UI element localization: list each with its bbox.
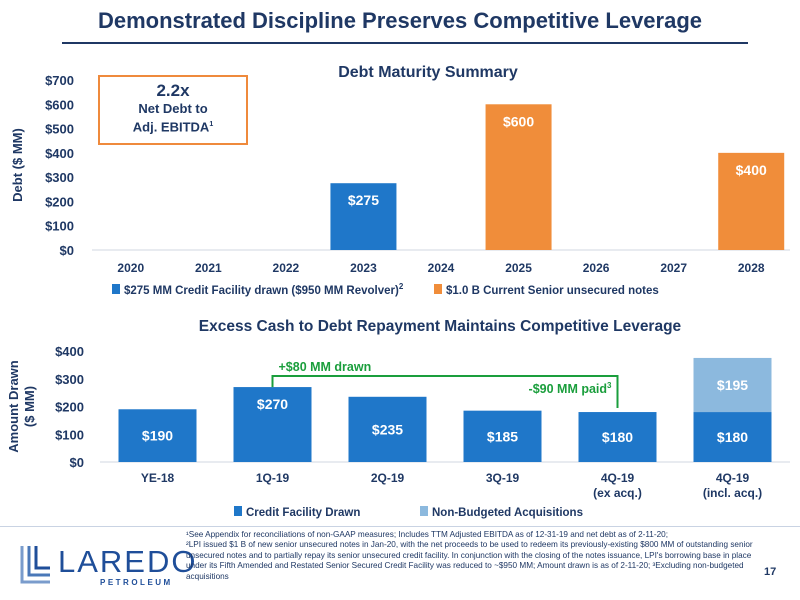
footnote-2: ²LPI issued $1 B of new senior unsecured… [186, 540, 753, 581]
chart1-legend-swatch [112, 284, 120, 294]
chart2-bar-credit [693, 412, 772, 462]
callout-line2-wrap: Adj. EBITDA1 [100, 117, 246, 135]
laredo-logo-mark [20, 546, 50, 584]
callout-line1: Net Debt to [138, 101, 208, 116]
chart1-xtick: 2027 [660, 261, 687, 275]
chart2-annotation-sup: 3 [607, 381, 612, 390]
chart2-legend-swatch [234, 506, 242, 516]
debt-maturity-chart: Debt Maturity Summary $0 $100 $200 $300 $400 $… [10, 64, 790, 297]
chart2-xtick: (ex acq.) [593, 486, 642, 500]
chart2-ylabel-line1: Amount Drawn [6, 360, 21, 453]
logo-wordmark: LAREDO [58, 544, 198, 579]
chart2-bar-label: $195 [717, 377, 748, 393]
chart2-bar-credit [118, 409, 197, 462]
chart1-ytick: $600 [45, 97, 74, 112]
chart2-ytick: $100 [55, 427, 84, 442]
leverage-callout: 2.2x Net Debt to Adj. EBITDA1 [98, 75, 248, 145]
chart2-annotation-paid: -$90 MM paid3 [529, 381, 613, 396]
chart2-ylabel-line2: ($ MM) [22, 386, 37, 427]
chart2-bar-label: $185 [487, 428, 518, 444]
chart2-ytick: $200 [55, 400, 84, 415]
title-rule [62, 42, 748, 44]
logo-subtitle: PETROLEUM [100, 578, 173, 587]
footnotes: ¹See Appendix for reconciliations of non… [186, 530, 754, 582]
chart2-ytick: $0 [70, 455, 84, 470]
chart1-xtick: 2021 [195, 261, 222, 275]
chart1-ytick: $200 [45, 194, 74, 209]
chart1-legend-label: $1.0 B Current Senior unsecured notes [446, 285, 659, 297]
chart1-xtick: 2024 [428, 261, 455, 275]
chart1-xtick: 2022 [273, 261, 300, 275]
chart2-bar-label: $235 [372, 421, 403, 437]
callout-line2: Adj. EBITDA [132, 119, 210, 135]
chart1-ytick: $400 [45, 146, 74, 161]
chart2-xtick: YE-18 [141, 471, 175, 485]
chart2-legend-label: Non-Budgeted Acquisitions [432, 507, 583, 519]
chart2-bar-credit [233, 387, 312, 462]
chart2-ytick: $300 [55, 372, 84, 387]
chart2-xtick: 1Q-19 [256, 471, 290, 485]
chart1-bar-2023 [330, 183, 397, 250]
chart1-bar-label: $275 [348, 192, 379, 208]
chart2-xtick: (incl. acq.) [703, 486, 762, 500]
chart1-legend-swatch [434, 284, 442, 294]
chart1-xtick: 2025 [505, 261, 532, 275]
chart2-xtick: 2Q-19 [371, 471, 405, 485]
chart1-ytick: $300 [45, 170, 74, 185]
chart1-bar-2028 [718, 152, 785, 250]
chart2-bar-credit [463, 410, 542, 462]
debt-repayment-chart: Excess Cash to Debt Repayment Maintains … [6, 318, 790, 519]
chart1-bar-2025 [485, 104, 552, 251]
chart2-bar-label: $190 [142, 428, 173, 444]
chart1-ytick: $100 [45, 219, 74, 234]
chart1-legend-sup: 2 [399, 282, 404, 291]
chart1-xtick: 2026 [583, 261, 610, 275]
chart2-bar-label: $270 [257, 396, 288, 412]
chart2-bar-credit [348, 396, 427, 462]
chart1-ytick: $0 [60, 243, 74, 258]
chart1-ylabel: Debt ($ MM) [10, 128, 25, 202]
page-number: 17 [764, 566, 777, 578]
footer-rule [0, 526, 800, 527]
chart2-title: Excess Cash to Debt Repayment Maintains … [199, 318, 682, 335]
chart2-annotation-bracket [271, 375, 619, 409]
chart2-annotation-drawn: +$80 MM drawn [279, 360, 372, 374]
callout-value: 2.2x [156, 81, 190, 100]
chart2-bar-label: $180 [602, 429, 633, 445]
chart1-title: Debt Maturity Summary [338, 64, 518, 81]
chart2-xtick: 4Q-19 [601, 471, 635, 485]
chart2-bar-credit [578, 412, 657, 462]
chart1-xtick: 2020 [117, 261, 144, 275]
laredo-logo: LAREDO PETROLEUM [20, 538, 195, 594]
chart2-xtick: 4Q-19 [716, 471, 750, 485]
chart1-xtick: 2028 [738, 261, 765, 275]
chart1-ytick: $700 [45, 73, 74, 88]
callout-sup: 1 [209, 121, 214, 128]
chart2-xtick: 3Q-19 [486, 471, 520, 485]
chart1-bar-label: $400 [736, 162, 767, 178]
chart2-ytick: $400 [55, 344, 84, 359]
chart1-legend-label: $275 MM Credit Facility drawn ($950 MM R… [124, 282, 404, 297]
chart2-bar-label: $180 [717, 429, 748, 445]
chart2-legend-swatch [420, 506, 428, 516]
chart1-ytick: $500 [45, 122, 74, 137]
slide-title: Demonstrated Discipline Preserves Compet… [97, 8, 703, 33]
chart1-bar-label: $600 [503, 113, 534, 129]
chart2-legend-label: Credit Facility Drawn [246, 507, 360, 519]
chart1-xtick: 2023 [350, 261, 377, 275]
chart2-bar-acquisitions [693, 357, 772, 413]
footnote-1: ¹See Appendix for reconciliations of non… [186, 530, 668, 539]
